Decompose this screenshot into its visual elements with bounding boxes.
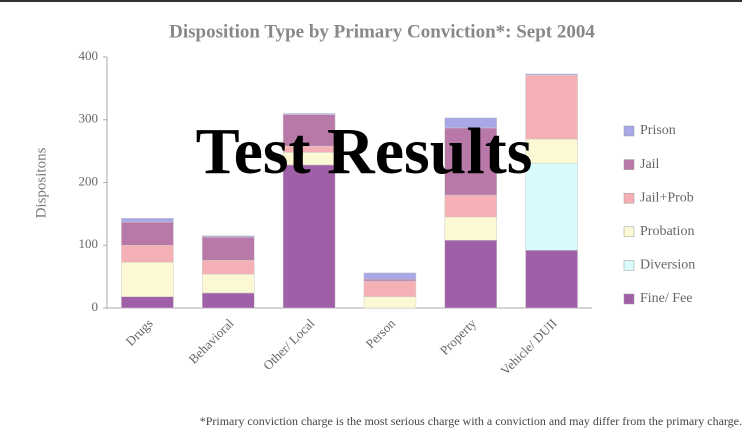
bar-segment bbox=[363, 280, 417, 297]
x-tick-label: Property bbox=[437, 315, 480, 358]
legend-label: Diversion bbox=[640, 258, 695, 273]
chart-title: Disposition Type by Primary Conviction*:… bbox=[169, 21, 595, 42]
x-tick-label: Person bbox=[363, 315, 399, 351]
bar-segment bbox=[525, 250, 578, 309]
bar-segment bbox=[444, 127, 497, 196]
bar-segment bbox=[525, 73, 578, 76]
bar-segment bbox=[202, 236, 255, 261]
bar-segment bbox=[444, 216, 497, 241]
bar-segment bbox=[121, 296, 174, 309]
y-tick-label: 400 bbox=[79, 48, 99, 63]
overlay-text: Test Results bbox=[196, 115, 533, 188]
bar-segment bbox=[363, 272, 417, 280]
bar-segment bbox=[444, 117, 497, 129]
x-tick-label: Vehicle/ DUII bbox=[497, 316, 559, 378]
bar-segment bbox=[121, 261, 174, 297]
bar-segment bbox=[363, 278, 417, 282]
legend-label: Prison bbox=[640, 123, 676, 138]
bar-segment bbox=[282, 113, 336, 115]
bar-segment bbox=[444, 194, 497, 218]
footnote: *Primary conviction charge is the most s… bbox=[200, 414, 742, 428]
x-tick-label: Other/ Local bbox=[260, 315, 318, 373]
bar-segment bbox=[121, 245, 174, 263]
bar-segment bbox=[121, 218, 174, 223]
x-tick-label: Drugs bbox=[123, 316, 156, 349]
legend-swatch bbox=[623, 192, 635, 204]
bar-segment bbox=[282, 114, 336, 147]
bar-segment bbox=[363, 296, 417, 309]
legend-label: Probation bbox=[640, 224, 694, 239]
y-tick-label: 0 bbox=[92, 299, 99, 314]
bar-segment bbox=[525, 162, 578, 251]
x-tick-label: Behavioral bbox=[186, 315, 237, 366]
bar-segment bbox=[202, 292, 255, 309]
bar-segment bbox=[202, 273, 255, 294]
legend-label: Jail bbox=[640, 157, 660, 172]
bar-segment bbox=[202, 260, 255, 275]
bar-segment bbox=[444, 239, 497, 309]
legend-label: Jail+Prob bbox=[640, 190, 694, 205]
bar-segment bbox=[282, 164, 336, 309]
legend-swatch bbox=[623, 260, 635, 271]
legend-swatch bbox=[623, 226, 635, 238]
legend-label: Fine/ Fee bbox=[640, 291, 693, 306]
y-tick-label: 200 bbox=[79, 173, 99, 188]
bar-segment bbox=[202, 235, 255, 238]
legend-swatch bbox=[623, 293, 635, 305]
y-tick-label: 100 bbox=[79, 236, 99, 251]
legend-swatch bbox=[623, 159, 635, 170]
y-tick-label: 300 bbox=[79, 111, 99, 126]
legend-swatch bbox=[623, 125, 635, 137]
bar-segment bbox=[525, 138, 578, 164]
y-axis-label: Dispositons bbox=[33, 147, 49, 218]
bar-segment bbox=[525, 74, 578, 140]
bar-segment bbox=[121, 221, 174, 246]
